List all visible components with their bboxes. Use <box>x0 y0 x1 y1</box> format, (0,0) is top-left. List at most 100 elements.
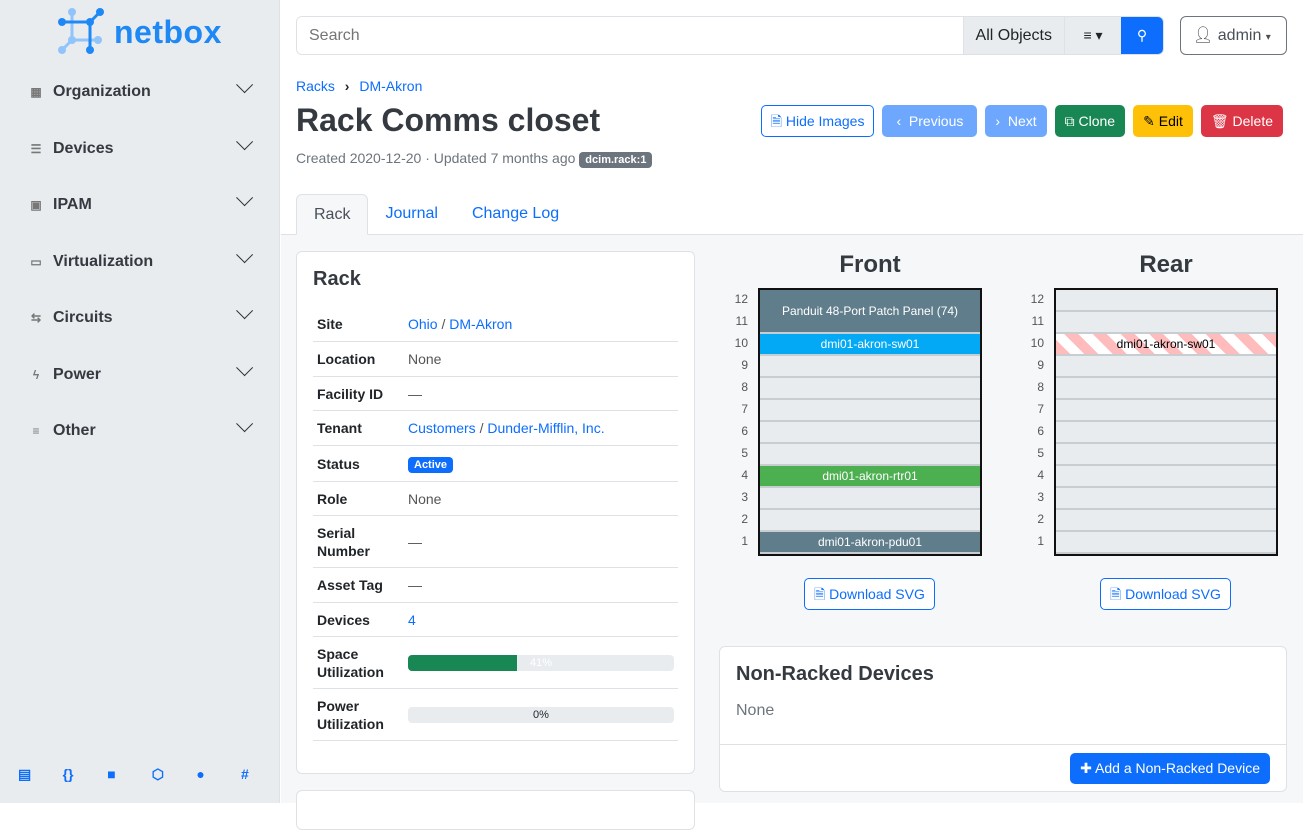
search-button[interactable]: ⚲ <box>1121 17 1163 54</box>
rack-unit-slot[interactable] <box>1056 532 1276 554</box>
clone-button[interactable]: ⧉ Clone <box>1054 105 1126 137</box>
rack-unit-number: 7 <box>741 402 748 416</box>
rack-device[interactable]: dmi01-akron-pdu01 <box>760 532 980 554</box>
rack-unit-number: 3 <box>1037 490 1044 504</box>
site-link[interactable]: DM-Akron <box>449 316 513 332</box>
rack-unit-slot[interactable] <box>1056 422 1276 444</box>
rack-unit-slot[interactable] <box>760 422 980 444</box>
edit-button[interactable]: ✎ Edit <box>1133 105 1193 137</box>
delete-button[interactable]: 🗑︎ Delete <box>1200 105 1283 137</box>
rack-unit-slot[interactable] <box>1056 378 1276 400</box>
rack-unit-number: 10 <box>1030 336 1044 350</box>
download-front-svg-button[interactable]: 🗎︎ Download SVG <box>804 578 935 610</box>
row-space-utilization: Space Utilization 41% <box>313 637 678 689</box>
front-title: Front <box>839 251 901 278</box>
caret-down-icon: ▾ <box>1265 32 1271 43</box>
row-tenant: Tenant Customers / Dunder-Mifflin, Inc. <box>313 411 678 446</box>
rack-unit-slot[interactable] <box>1056 444 1276 466</box>
brand-name: netbox <box>114 13 222 50</box>
rack-device[interactable]: dmi01-akron-rtr01 <box>760 466 980 488</box>
add-non-racked-device-button[interactable]: ✚ Add a Non-Racked Device <box>1070 753 1270 784</box>
rack-unit-slot[interactable] <box>1056 510 1276 532</box>
search-bar: All Objects ≡ ▾ ⚲ <box>296 16 1164 55</box>
rack-unit-slot[interactable] <box>760 488 980 510</box>
user-icon: 👤︎ <box>1193 27 1214 44</box>
rack-unit-number: 2 <box>1037 512 1044 526</box>
rack-unit-slot[interactable] <box>760 356 980 378</box>
book-icon[interactable]: ■ <box>107 766 116 782</box>
region-link[interactable]: Ohio <box>408 316 438 332</box>
row-location: Location None <box>313 342 678 377</box>
rack-unit-slot[interactable] <box>760 378 980 400</box>
plus-icon: ✚ <box>1080 760 1092 776</box>
download-rear-svg-button[interactable]: 🗎︎ Download SVG <box>1100 578 1231 610</box>
rack-device[interactable]: dmi01-akron-sw01 <box>760 334 980 356</box>
nav-devices[interactable]: ☰ Devices <box>28 133 254 164</box>
row-asset-tag: Asset Tag — <box>313 568 678 603</box>
nav-label: Circuits <box>53 309 113 326</box>
rack-unit-number: 2 <box>741 512 748 526</box>
nav-label: Power <box>53 366 102 383</box>
nav-other[interactable]: ≡ Other <box>28 415 254 446</box>
rack-unit-slot[interactable] <box>1056 290 1276 312</box>
tab-change-log[interactable]: Change Log <box>471 205 560 222</box>
rack-unit-number: 5 <box>1037 446 1044 460</box>
user-menu[interactable]: 👤︎ admin ▾ <box>1180 16 1287 55</box>
rack-unit-number: 5 <box>741 446 748 460</box>
chevron-down-icon <box>236 76 254 94</box>
rack-unit-slot[interactable] <box>760 444 980 466</box>
chevron-down-icon <box>236 246 254 264</box>
search-scope-select[interactable]: All Objects <box>962 17 1064 54</box>
nav-power[interactable]: ϟ Power <box>28 359 254 390</box>
rack-unit-slot[interactable] <box>760 510 980 532</box>
rack-unit-slot[interactable] <box>1056 400 1276 422</box>
docs-icon[interactable]: ▤ <box>18 766 32 782</box>
rack-unit-slot[interactable] <box>1056 356 1276 378</box>
space-utilization-bar: 41% <box>408 654 674 671</box>
tenant-group-link[interactable]: Customers <box>408 420 476 436</box>
graphql-icon[interactable]: ⬡ <box>151 766 165 782</box>
rack-unit-number: 10 <box>734 336 748 350</box>
devices-link[interactable]: 4 <box>408 611 416 628</box>
rack-unit-slot[interactable] <box>1056 488 1276 510</box>
tab-rack[interactable]: Rack <box>296 194 369 235</box>
slack-icon[interactable]: # <box>240 766 249 782</box>
nav-label: Virtualization <box>53 253 154 270</box>
rack-unit-number: 7 <box>1037 402 1044 416</box>
search-input[interactable] <box>297 17 963 54</box>
rack-unit-slot[interactable] <box>760 400 980 422</box>
meta-text: Created 2020-12-20 · Updated 7 months ag… <box>296 150 576 166</box>
breadcrumb-site[interactable]: DM-Akron <box>359 78 423 94</box>
rack-device[interactable]: dmi01-akron-sw01 <box>1056 334 1276 356</box>
chevron-down-icon <box>236 133 254 151</box>
github-icon[interactable]: ● <box>196 766 205 782</box>
hide-images-button[interactable]: 🗎︎ Hide Images <box>760 105 875 137</box>
rack-unit-number: 12 <box>1030 292 1044 306</box>
rack-card: Rack Site Ohio / DM-Akron Location None Fa… <box>296 251 695 774</box>
card-title: Rack <box>313 268 361 290</box>
nav-virtualization[interactable]: ▭ Virtualization <box>28 246 254 277</box>
nav-organization[interactable]: ▦ Organization <box>28 76 254 107</box>
breadcrumb: Racks › DM-Akron <box>296 78 422 94</box>
rack-device[interactable]: Panduit 48-Port Patch Panel (74) <box>760 290 980 334</box>
rack-unit-number: 1 <box>1037 534 1044 548</box>
filter-dropdown[interactable]: ≡ ▾ <box>1064 17 1121 54</box>
netbox-logo[interactable]: netbox <box>58 8 222 56</box>
rack-unit-slot[interactable] <box>1056 466 1276 488</box>
nav-ipam[interactable]: ▣ IPAM <box>28 189 254 220</box>
next-button[interactable]: › Next <box>985 105 1047 137</box>
nav-circuits[interactable]: ⇆ Circuits <box>28 302 254 333</box>
rack-unit-slot[interactable] <box>1056 312 1276 334</box>
tab-journal[interactable]: Journal <box>385 205 438 222</box>
breadcrumb-racks[interactable]: Racks <box>296 78 335 94</box>
tenant-link[interactable]: Dunder-Mifflin, Inc. <box>487 420 605 436</box>
api-icon[interactable]: {} <box>62 766 74 782</box>
content-area: Rack Site Ohio / DM-Akron Location None Fa… <box>281 234 1303 830</box>
previous-button[interactable]: ‹ Previous <box>882 105 978 137</box>
nav-label: Organization <box>53 83 151 100</box>
rear-title: Rear <box>1139 251 1193 278</box>
object-meta: Created 2020-12-20 · Updated 7 months ag… <box>296 150 653 168</box>
nav-label: Other <box>53 422 96 439</box>
row-serial: Serial Number — <box>313 516 678 568</box>
row-devices: Devices 4 <box>313 603 678 637</box>
